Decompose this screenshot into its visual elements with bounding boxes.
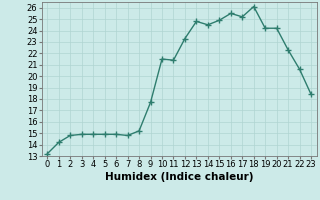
X-axis label: Humidex (Indice chaleur): Humidex (Indice chaleur) <box>105 172 253 182</box>
